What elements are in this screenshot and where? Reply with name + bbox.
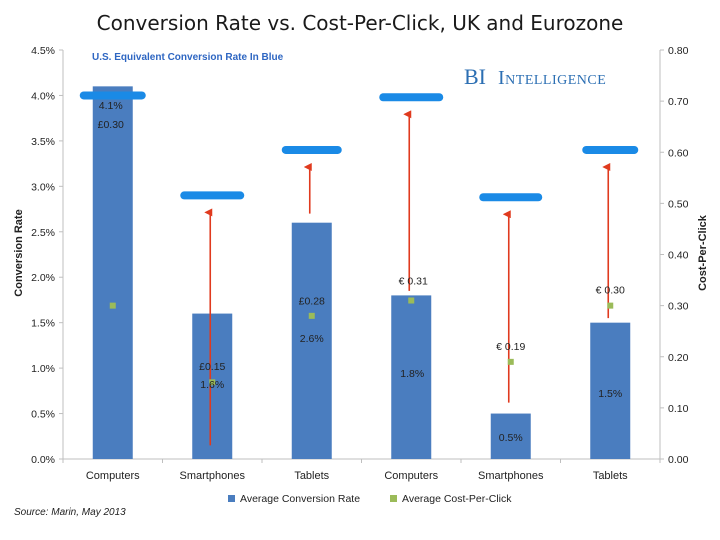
cpc-point [209, 379, 216, 386]
bar-conversion-rate [490, 413, 531, 459]
y2-tick-label: 0.80 [668, 45, 689, 57]
bar-conversion-rate [590, 322, 631, 459]
y-tick-label: 0.0% [31, 454, 55, 466]
cpc-point [507, 358, 514, 365]
cpc-data-label: € 0.31 [399, 275, 428, 287]
x-tick-label: Tablets [593, 470, 628, 482]
brand-bi: BI [464, 64, 486, 89]
y-tick-label: 4.5% [31, 45, 55, 57]
y2-tick-label: 0.50 [668, 198, 689, 210]
y-tick-label: 3.5% [31, 136, 55, 148]
y-tick-label: 3.0% [31, 181, 55, 193]
y-tick-label: 0.5% [31, 409, 55, 421]
rate-data-label: 1.6% [200, 379, 224, 391]
cpc-data-label: € 0.19 [496, 341, 525, 353]
y2-tick-label: 0.40 [668, 250, 689, 262]
us-equivalent-note: U.S. Equivalent Conversion Rate In Blue [92, 52, 284, 63]
chart-title: Conversion Rate vs. Cost-Per-Click, UK a… [97, 11, 624, 35]
x-tick-label: Tablets [294, 470, 329, 482]
cpc-point [607, 302, 614, 309]
y-tick-label: 1.0% [31, 363, 55, 375]
y-tick-label: 2.5% [31, 227, 55, 239]
cpc-data-label: £0.28 [299, 295, 325, 307]
y2-tick-label: 0.10 [668, 403, 689, 415]
rate-data-label: 0.5% [499, 432, 523, 444]
y-axis-title: Conversion Rate [13, 209, 25, 296]
rate-data-label: 1.8% [400, 368, 424, 380]
y2-tick-label: 0.30 [668, 301, 689, 313]
y2-tick-label: 0.60 [668, 147, 689, 159]
cpc-point [308, 312, 315, 319]
us-equivalent-marks [79, 91, 639, 202]
arrows [204, 110, 611, 446]
cpc-data-label: £0.15 [199, 361, 225, 373]
cpc-data-label: € 0.30 [596, 285, 625, 297]
x-tick-label: Smartphones [478, 470, 544, 482]
x-tick-label: Smartphones [180, 470, 246, 482]
brand-logo: BI Intelligence [464, 64, 606, 89]
legend-swatch-cpc [390, 495, 397, 502]
data-labels: 4.1% 1.6% 2.6% 1.8% 0.5% 1.5% £0.30 £0.15 £0.28 €… [98, 100, 625, 444]
legend-label-rate: Average Conversion Rate [240, 493, 360, 505]
y2-tick-label: 0.20 [668, 352, 689, 364]
x-tick-label: Computers [86, 470, 140, 482]
rate-data-label: 1.5% [598, 388, 622, 400]
cpc-points [109, 297, 614, 386]
y-tick-label: 1.5% [31, 318, 55, 330]
x-tick-label: Computers [384, 470, 438, 482]
y-tick-label: 2.0% [31, 272, 55, 284]
cpc-point [408, 297, 415, 304]
bar-conversion-rate [291, 222, 332, 459]
brand-intelligence: Intelligence [498, 67, 606, 89]
legend-swatch-rate [228, 495, 235, 502]
bars [92, 86, 631, 459]
cpc-point [109, 302, 116, 309]
legend: Average Conversion Rate Average Cost-Per… [228, 493, 512, 505]
y2-axis-title: Cost-Per-Click [697, 214, 709, 291]
bar-conversion-rate [92, 86, 133, 459]
legend-label-cpc: Average Cost-Per-Click [402, 493, 512, 505]
rate-data-label: 2.6% [300, 333, 324, 345]
y-tick-label: 4.0% [31, 90, 55, 102]
axes: 0.0% 0.5% 1.0% 1.5% 2.0% 2.5% 3.0% 3.5% 4.0% 4.5%… [31, 45, 689, 482]
y2-tick-label: 0.70 [668, 96, 689, 108]
bar-conversion-rate [192, 313, 233, 459]
cpc-data-label: £0.30 [98, 119, 124, 131]
y2-tick-label: 0.00 [668, 454, 689, 466]
source-note: Source: Marin, May 2013 [14, 507, 126, 518]
bar-conversion-rate [391, 295, 432, 459]
rate-data-label: 4.1% [99, 100, 123, 112]
